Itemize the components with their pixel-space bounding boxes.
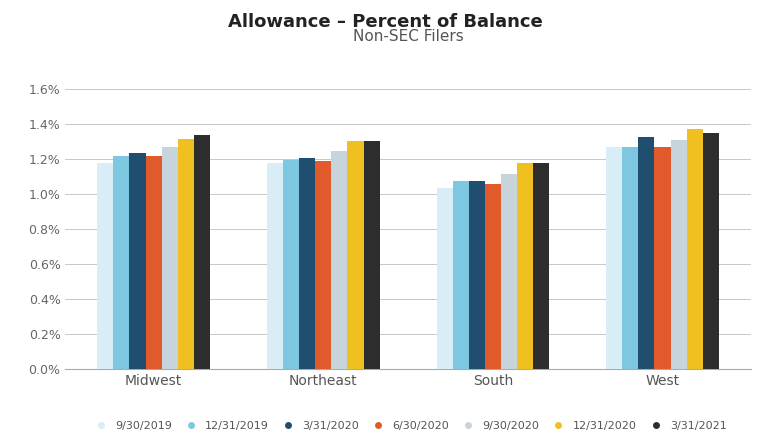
Bar <box>331 151 347 369</box>
Bar <box>622 146 638 369</box>
Bar <box>453 181 469 369</box>
Bar <box>283 160 299 369</box>
Bar <box>437 188 453 369</box>
Bar <box>347 142 363 369</box>
Text: Allowance – Percent of Balance: Allowance – Percent of Balance <box>228 13 542 31</box>
Bar <box>654 147 671 369</box>
Bar <box>501 174 517 369</box>
Bar <box>363 142 380 369</box>
Bar <box>129 153 146 369</box>
Bar <box>517 163 533 369</box>
Bar <box>606 147 622 369</box>
Bar <box>638 137 654 369</box>
Bar <box>315 161 331 369</box>
Bar <box>299 158 315 369</box>
Bar <box>178 139 194 369</box>
Bar <box>97 163 113 369</box>
Bar <box>469 181 485 369</box>
Bar <box>194 135 210 369</box>
Bar <box>113 156 129 369</box>
Bar <box>671 141 687 369</box>
Bar <box>703 134 719 369</box>
Bar <box>533 163 549 369</box>
Legend: 9/30/2019, 12/31/2019, 3/31/2020, 6/30/2020, 9/30/2020, 12/31/2020, 3/31/2021: 9/30/2019, 12/31/2019, 3/31/2020, 6/30/2… <box>85 417 732 436</box>
Bar <box>162 147 178 369</box>
Bar <box>485 184 501 369</box>
Title: Non-SEC Filers: Non-SEC Filers <box>353 28 464 44</box>
Bar <box>267 163 283 369</box>
Bar <box>146 156 162 369</box>
Bar <box>687 129 703 369</box>
